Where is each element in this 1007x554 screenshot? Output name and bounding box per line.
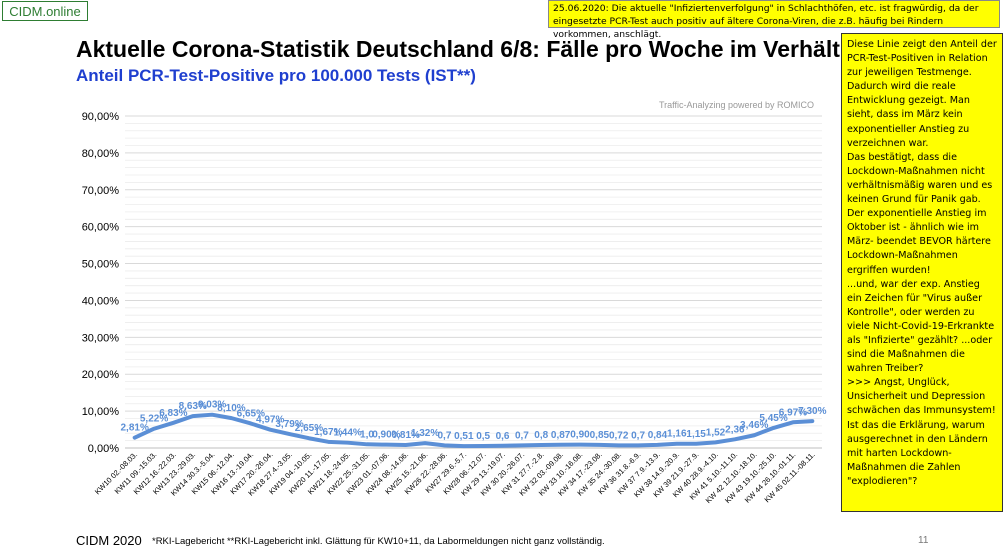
- data-point: [655, 443, 659, 447]
- page-subtitle: Anteil PCR-Test-Positive pro 100.000 Tes…: [76, 66, 476, 85]
- data-label: 1,67%: [314, 427, 342, 438]
- y-tick-label: 50,00%: [82, 259, 120, 271]
- data-point: [384, 443, 388, 447]
- data-point: [752, 433, 756, 437]
- data-point: [268, 428, 272, 432]
- data-point: [229, 416, 233, 420]
- data-label: 8,63%: [179, 401, 207, 412]
- y-tick-label: 80,00%: [82, 148, 120, 160]
- data-point: [597, 443, 601, 447]
- y-tick-label: 90,00%: [82, 111, 120, 123]
- footer-note: *RKI-Lagebericht **RKI-Lagebericht inkl.…: [152, 536, 605, 547]
- data-point: [404, 443, 408, 447]
- y-tick-label: 60,00%: [82, 222, 120, 234]
- data-point: [578, 443, 582, 447]
- data-label: 1,52: [706, 427, 726, 438]
- data-label: 0,7: [515, 430, 529, 441]
- y-tick-label: 0,00%: [88, 443, 119, 455]
- data-point: [559, 443, 563, 447]
- y-tick-label: 30,00%: [82, 332, 120, 344]
- series-line: [132, 412, 815, 449]
- data-point: [539, 443, 543, 447]
- data-label: 3,46%: [740, 420, 768, 431]
- data-point: [714, 440, 718, 444]
- data-label: 6,83%: [159, 408, 187, 419]
- data-point: [772, 426, 776, 430]
- data-label: 2,65%: [295, 423, 323, 434]
- data-label: 1,15: [686, 429, 706, 440]
- data-point: [133, 436, 137, 440]
- data-point: [675, 442, 679, 446]
- data-label: 5,45%: [759, 413, 787, 424]
- data-point: [617, 443, 621, 447]
- page-number: 11: [918, 535, 929, 546]
- page-title: Aktuelle Corona-Statistik Deutschland 6/…: [76, 36, 874, 62]
- data-label: 0,7: [438, 430, 452, 441]
- data-label: 0,7: [631, 430, 645, 441]
- data-point: [481, 444, 485, 448]
- data-point: [694, 442, 698, 446]
- data-label: 6,97%: [779, 407, 807, 418]
- data-point: [791, 420, 795, 424]
- data-label: 1,32%: [411, 428, 439, 439]
- data-label: 0,90: [570, 430, 590, 441]
- data-point: [210, 413, 214, 417]
- data-label: 0,90%: [372, 430, 400, 441]
- line-chart: 0,00% 10,00% 20,00% 30,00% 40,00% 50,00% 60,00…: [82, 111, 827, 505]
- y-tick-label: 10,00%: [82, 406, 120, 418]
- watermark: Traffic-Analyzing powered by ROMICO: [659, 100, 815, 110]
- data-point: [191, 414, 195, 418]
- data-point: [442, 443, 446, 447]
- data-point: [733, 437, 737, 441]
- data-label: 0,51: [454, 431, 474, 442]
- y-tick-label: 70,00%: [82, 185, 120, 197]
- data-label: 5,22%: [140, 414, 168, 425]
- data-point: [326, 440, 330, 444]
- data-label: 1,44%: [333, 428, 361, 439]
- data-label: 0,6: [496, 431, 510, 442]
- y-tick-label: 20,00%: [82, 369, 120, 381]
- data-label: 7,30%: [798, 406, 826, 417]
- data-point: [520, 443, 524, 447]
- data-point: [249, 421, 253, 425]
- y-tick-label: 40,00%: [82, 295, 120, 307]
- data-point: [462, 444, 466, 448]
- data-point: [810, 419, 814, 423]
- data-label: 1,16: [667, 429, 687, 440]
- brand-logo: CIDM.online: [2, 1, 88, 21]
- data-label: 0,81%: [392, 430, 420, 441]
- data-label: 3,79%: [275, 419, 303, 430]
- footer-brand: CIDM 2020: [76, 533, 142, 548]
- data-point: [307, 436, 311, 440]
- side-note: Diese Linie zeigt den Anteil der PCR-Tes…: [841, 33, 1003, 512]
- data-point: [423, 441, 427, 445]
- data-point: [365, 442, 369, 446]
- data-label: 2,81%: [121, 423, 149, 434]
- data-point: [501, 444, 505, 448]
- data-point: [171, 421, 175, 425]
- data-point: [152, 427, 156, 431]
- data-label: 0,72: [609, 430, 629, 441]
- data-label: 6,65%: [237, 408, 265, 419]
- data-label: 0,87: [551, 430, 571, 441]
- data-label: 0,8: [534, 430, 548, 441]
- top-note: 25.06.2020: Die aktuelle "Infiziertenver…: [548, 0, 1000, 40]
- data-point: [288, 432, 292, 436]
- data-point: [636, 443, 640, 447]
- data-label: 0,5: [476, 431, 490, 442]
- data-label: 0,84: [648, 430, 668, 441]
- data-label: 9,03%: [198, 400, 226, 411]
- data-label: 2,36: [725, 424, 745, 435]
- data-label: 4,97%: [256, 415, 284, 426]
- data-point: [346, 441, 350, 445]
- data-label: 0,85: [590, 430, 610, 441]
- data-label: 8,10%: [217, 403, 245, 414]
- data-label: 1,0: [360, 429, 374, 440]
